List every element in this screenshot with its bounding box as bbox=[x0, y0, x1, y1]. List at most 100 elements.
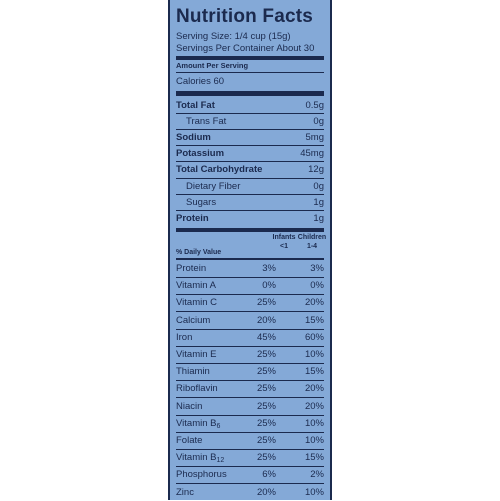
daily-value-nutrient: Zinc bbox=[176, 486, 194, 498]
infants-value: 6% bbox=[262, 469, 276, 481]
daily-value-nutrient: Calcium bbox=[176, 314, 211, 326]
thick-divider bbox=[176, 56, 324, 60]
children-value: 10% bbox=[304, 349, 324, 360]
nutrient-row: Dietary Fiber 0g bbox=[176, 180, 324, 193]
children-value: 10% bbox=[304, 435, 324, 446]
divider bbox=[176, 328, 324, 330]
daily-value-nutrient: Vitamin B12 bbox=[176, 452, 225, 465]
daily-value-nutrient: Iron bbox=[176, 331, 193, 343]
nutrient-value: 0.5g bbox=[305, 100, 325, 111]
nutrient-row: Trans Fat 0g bbox=[176, 115, 324, 128]
servings-per-container: Servings Per Container About 30 bbox=[176, 43, 315, 54]
nutrient-value: 12g bbox=[308, 164, 324, 176]
daily-value-row: Vitamin B12 25% 15% bbox=[176, 449, 324, 466]
nutrient-row: Sodium 5mg bbox=[176, 131, 324, 144]
divider bbox=[176, 483, 324, 485]
children-value: 10% bbox=[304, 486, 324, 498]
infants-value: 25% bbox=[256, 435, 276, 446]
daily-value-nutrient: Thiamin bbox=[176, 366, 210, 378]
children-value: 20% bbox=[304, 383, 324, 395]
infants-value: 25% bbox=[256, 366, 276, 378]
divider bbox=[176, 294, 324, 296]
divider bbox=[176, 449, 324, 450]
daily-value-row: Riboflavin 25% 20% bbox=[176, 380, 324, 397]
nutrient-name: Sodium bbox=[176, 132, 211, 144]
nutrient-name: Sugars bbox=[186, 196, 217, 208]
children-value: 20% bbox=[304, 297, 324, 309]
daily-value-label: % Daily Value bbox=[176, 249, 222, 256]
divider bbox=[176, 277, 324, 278]
divider bbox=[176, 258, 324, 260]
divider bbox=[176, 129, 324, 131]
daily-value-row: Protein 3% 3% bbox=[176, 260, 324, 277]
children-value: 15% bbox=[304, 314, 324, 326]
daily-value-row: Niacin 25% 20% bbox=[176, 398, 324, 415]
daily-value-row: Zinc 20% 10% bbox=[176, 484, 324, 501]
divider bbox=[176, 72, 324, 73]
children-value: 15% bbox=[304, 366, 324, 378]
infants-value: 25% bbox=[256, 349, 276, 360]
infants-value: 25% bbox=[256, 417, 276, 429]
infants-column-header: Infants <1 bbox=[269, 233, 299, 251]
children-value: 3% bbox=[310, 263, 324, 274]
daily-value-nutrient: Vitamin C bbox=[176, 297, 218, 309]
infants-header-line1: Infants bbox=[272, 234, 296, 241]
nutrient-name: Dietary Fiber bbox=[186, 180, 241, 192]
daily-value-row: Vitamin E 25% 10% bbox=[176, 346, 324, 363]
infants-value: 45% bbox=[256, 331, 276, 343]
divider bbox=[176, 145, 324, 147]
nutrient-row: Total Fat 0.5g bbox=[176, 99, 324, 112]
nutrient-value: 5mg bbox=[305, 132, 324, 144]
divider bbox=[176, 414, 324, 416]
calories-row: Calories 60 bbox=[176, 75, 324, 88]
daily-value-nutrient: Vitamin A bbox=[176, 280, 216, 292]
thick-divider bbox=[176, 228, 324, 232]
daily-value-row: Vitamin B6 25% 10% bbox=[176, 415, 324, 432]
infants-value: 20% bbox=[256, 314, 276, 326]
daily-value-nutrient: Vitamin B6 bbox=[176, 417, 221, 430]
divider bbox=[176, 431, 324, 433]
nutrient-name: Trans Fat bbox=[186, 116, 227, 128]
vitamin-subscript: 12 bbox=[216, 457, 225, 465]
daily-value-nutrient: Niacin bbox=[176, 400, 203, 412]
children-column-header: Children 1-4 bbox=[296, 233, 328, 251]
divider bbox=[176, 311, 324, 313]
infants-value: 20% bbox=[256, 486, 276, 498]
daily-value-nutrient: Phosphorus bbox=[176, 469, 227, 481]
daily-value-header: % Daily Value Infants <1 Children 1-4 bbox=[176, 232, 326, 258]
daily-value-nutrient: Folate bbox=[176, 435, 203, 446]
nutrient-name: Protein bbox=[176, 212, 209, 224]
divider bbox=[176, 209, 324, 211]
infants-value: 3% bbox=[262, 263, 276, 274]
daily-value-row: Thiamin 25% 15% bbox=[176, 363, 324, 380]
label-title: Nutrition Facts bbox=[176, 6, 314, 27]
nutrient-name: Total Fat bbox=[176, 100, 215, 111]
infants-value: 25% bbox=[256, 383, 276, 395]
children-value: 0% bbox=[310, 280, 324, 292]
daily-value-nutrient: Vitamin E bbox=[176, 349, 217, 360]
children-value: 2% bbox=[310, 469, 324, 481]
nutrition-facts-label: Nutrition Facts Serving Size: 1/4 cup (1… bbox=[168, 0, 332, 500]
label-content: Nutrition Facts Serving Size: 1/4 cup (1… bbox=[176, 0, 326, 501]
daily-value-row: Iron 45% 60% bbox=[176, 329, 324, 346]
calories-text: Calories 60 bbox=[176, 76, 225, 87]
children-value: 60% bbox=[304, 331, 324, 343]
vitamin-subscript: 6 bbox=[216, 422, 221, 430]
children-header-line2: 1-4 bbox=[306, 243, 318, 250]
daily-value-row: Vitamin A 0% 0% bbox=[176, 277, 324, 294]
divider bbox=[176, 345, 324, 347]
nutrient-row: Sugars 1g bbox=[176, 196, 324, 209]
divider bbox=[176, 397, 324, 399]
daily-value-nutrient: Riboflavin bbox=[176, 383, 218, 395]
nutrient-name: Total Carbohydrate bbox=[176, 164, 263, 176]
divider bbox=[176, 113, 324, 115]
nutrient-value: 1g bbox=[313, 212, 324, 224]
nutrient-value: 0g bbox=[313, 180, 324, 192]
nutrient-row: Protein 1g bbox=[176, 212, 324, 225]
daily-value-row: Phosphorus 6% 2% bbox=[176, 466, 324, 483]
divider bbox=[176, 466, 324, 468]
nutrient-value: 0g bbox=[313, 116, 324, 128]
divider bbox=[176, 380, 324, 382]
nutrient-row: Potassium 45mg bbox=[176, 147, 324, 160]
amount-per-serving: Amount Per Serving bbox=[176, 61, 249, 70]
